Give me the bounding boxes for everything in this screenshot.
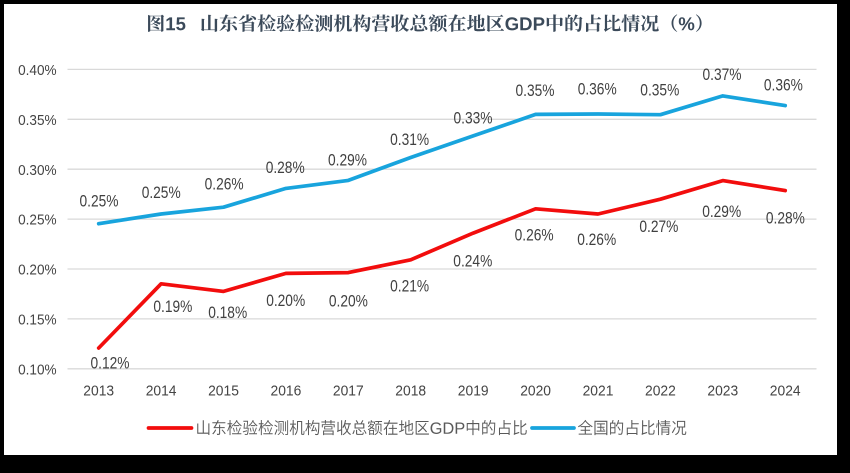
svg-text:0.36%: 0.36% (764, 76, 803, 95)
svg-text:0.25%: 0.25% (142, 183, 181, 202)
svg-text:0.28%: 0.28% (266, 158, 305, 177)
svg-text:2019: 2019 (458, 383, 489, 399)
svg-text:2020: 2020 (520, 383, 551, 399)
svg-text:0.26%: 0.26% (577, 230, 616, 249)
svg-text:2018: 2018 (395, 383, 426, 399)
svg-text:2021: 2021 (583, 383, 614, 399)
svg-text:0.35%: 0.35% (18, 113, 57, 129)
svg-text:0.26%: 0.26% (205, 175, 244, 194)
svg-text:0.30%: 0.30% (18, 163, 57, 179)
svg-text:0.37%: 0.37% (703, 65, 742, 84)
svg-text:0.40%: 0.40% (18, 63, 57, 79)
svg-text:0.27%: 0.27% (639, 217, 678, 236)
svg-text:0.29%: 0.29% (702, 202, 741, 221)
svg-text:0.12%: 0.12% (91, 353, 130, 372)
svg-text:0.26%: 0.26% (515, 226, 554, 245)
svg-text:2015: 2015 (208, 383, 239, 399)
svg-text:2022: 2022 (645, 383, 676, 399)
svg-text:0.24%: 0.24% (453, 252, 492, 271)
svg-text:0.31%: 0.31% (390, 130, 429, 149)
svg-text:0.28%: 0.28% (766, 209, 805, 228)
svg-text:0.35%: 0.35% (516, 81, 555, 100)
svg-text:0.19%: 0.19% (153, 297, 192, 316)
svg-text:0.18%: 0.18% (208, 303, 247, 322)
svg-text:0.25%: 0.25% (18, 213, 57, 229)
svg-text:0.15%: 0.15% (18, 313, 57, 329)
svg-text:0.25%: 0.25% (80, 191, 119, 210)
svg-text:2013: 2013 (83, 383, 114, 399)
svg-text:0.21%: 0.21% (390, 277, 429, 296)
svg-text:0.10%: 0.10% (18, 362, 57, 378)
svg-text:2016: 2016 (271, 383, 302, 399)
svg-text:0.20%: 0.20% (329, 291, 368, 310)
svg-text:0.20%: 0.20% (18, 263, 57, 279)
svg-text:0.36%: 0.36% (578, 80, 617, 99)
svg-text:0.35%: 0.35% (640, 81, 679, 100)
svg-text:2014: 2014 (146, 383, 177, 399)
svg-text:0.33%: 0.33% (454, 109, 493, 128)
svg-text:0.29%: 0.29% (328, 150, 367, 169)
svg-text:2024: 2024 (770, 383, 801, 399)
svg-text:0.20%: 0.20% (266, 291, 305, 310)
svg-text:2023: 2023 (707, 383, 738, 399)
svg-text:2017: 2017 (333, 383, 364, 399)
